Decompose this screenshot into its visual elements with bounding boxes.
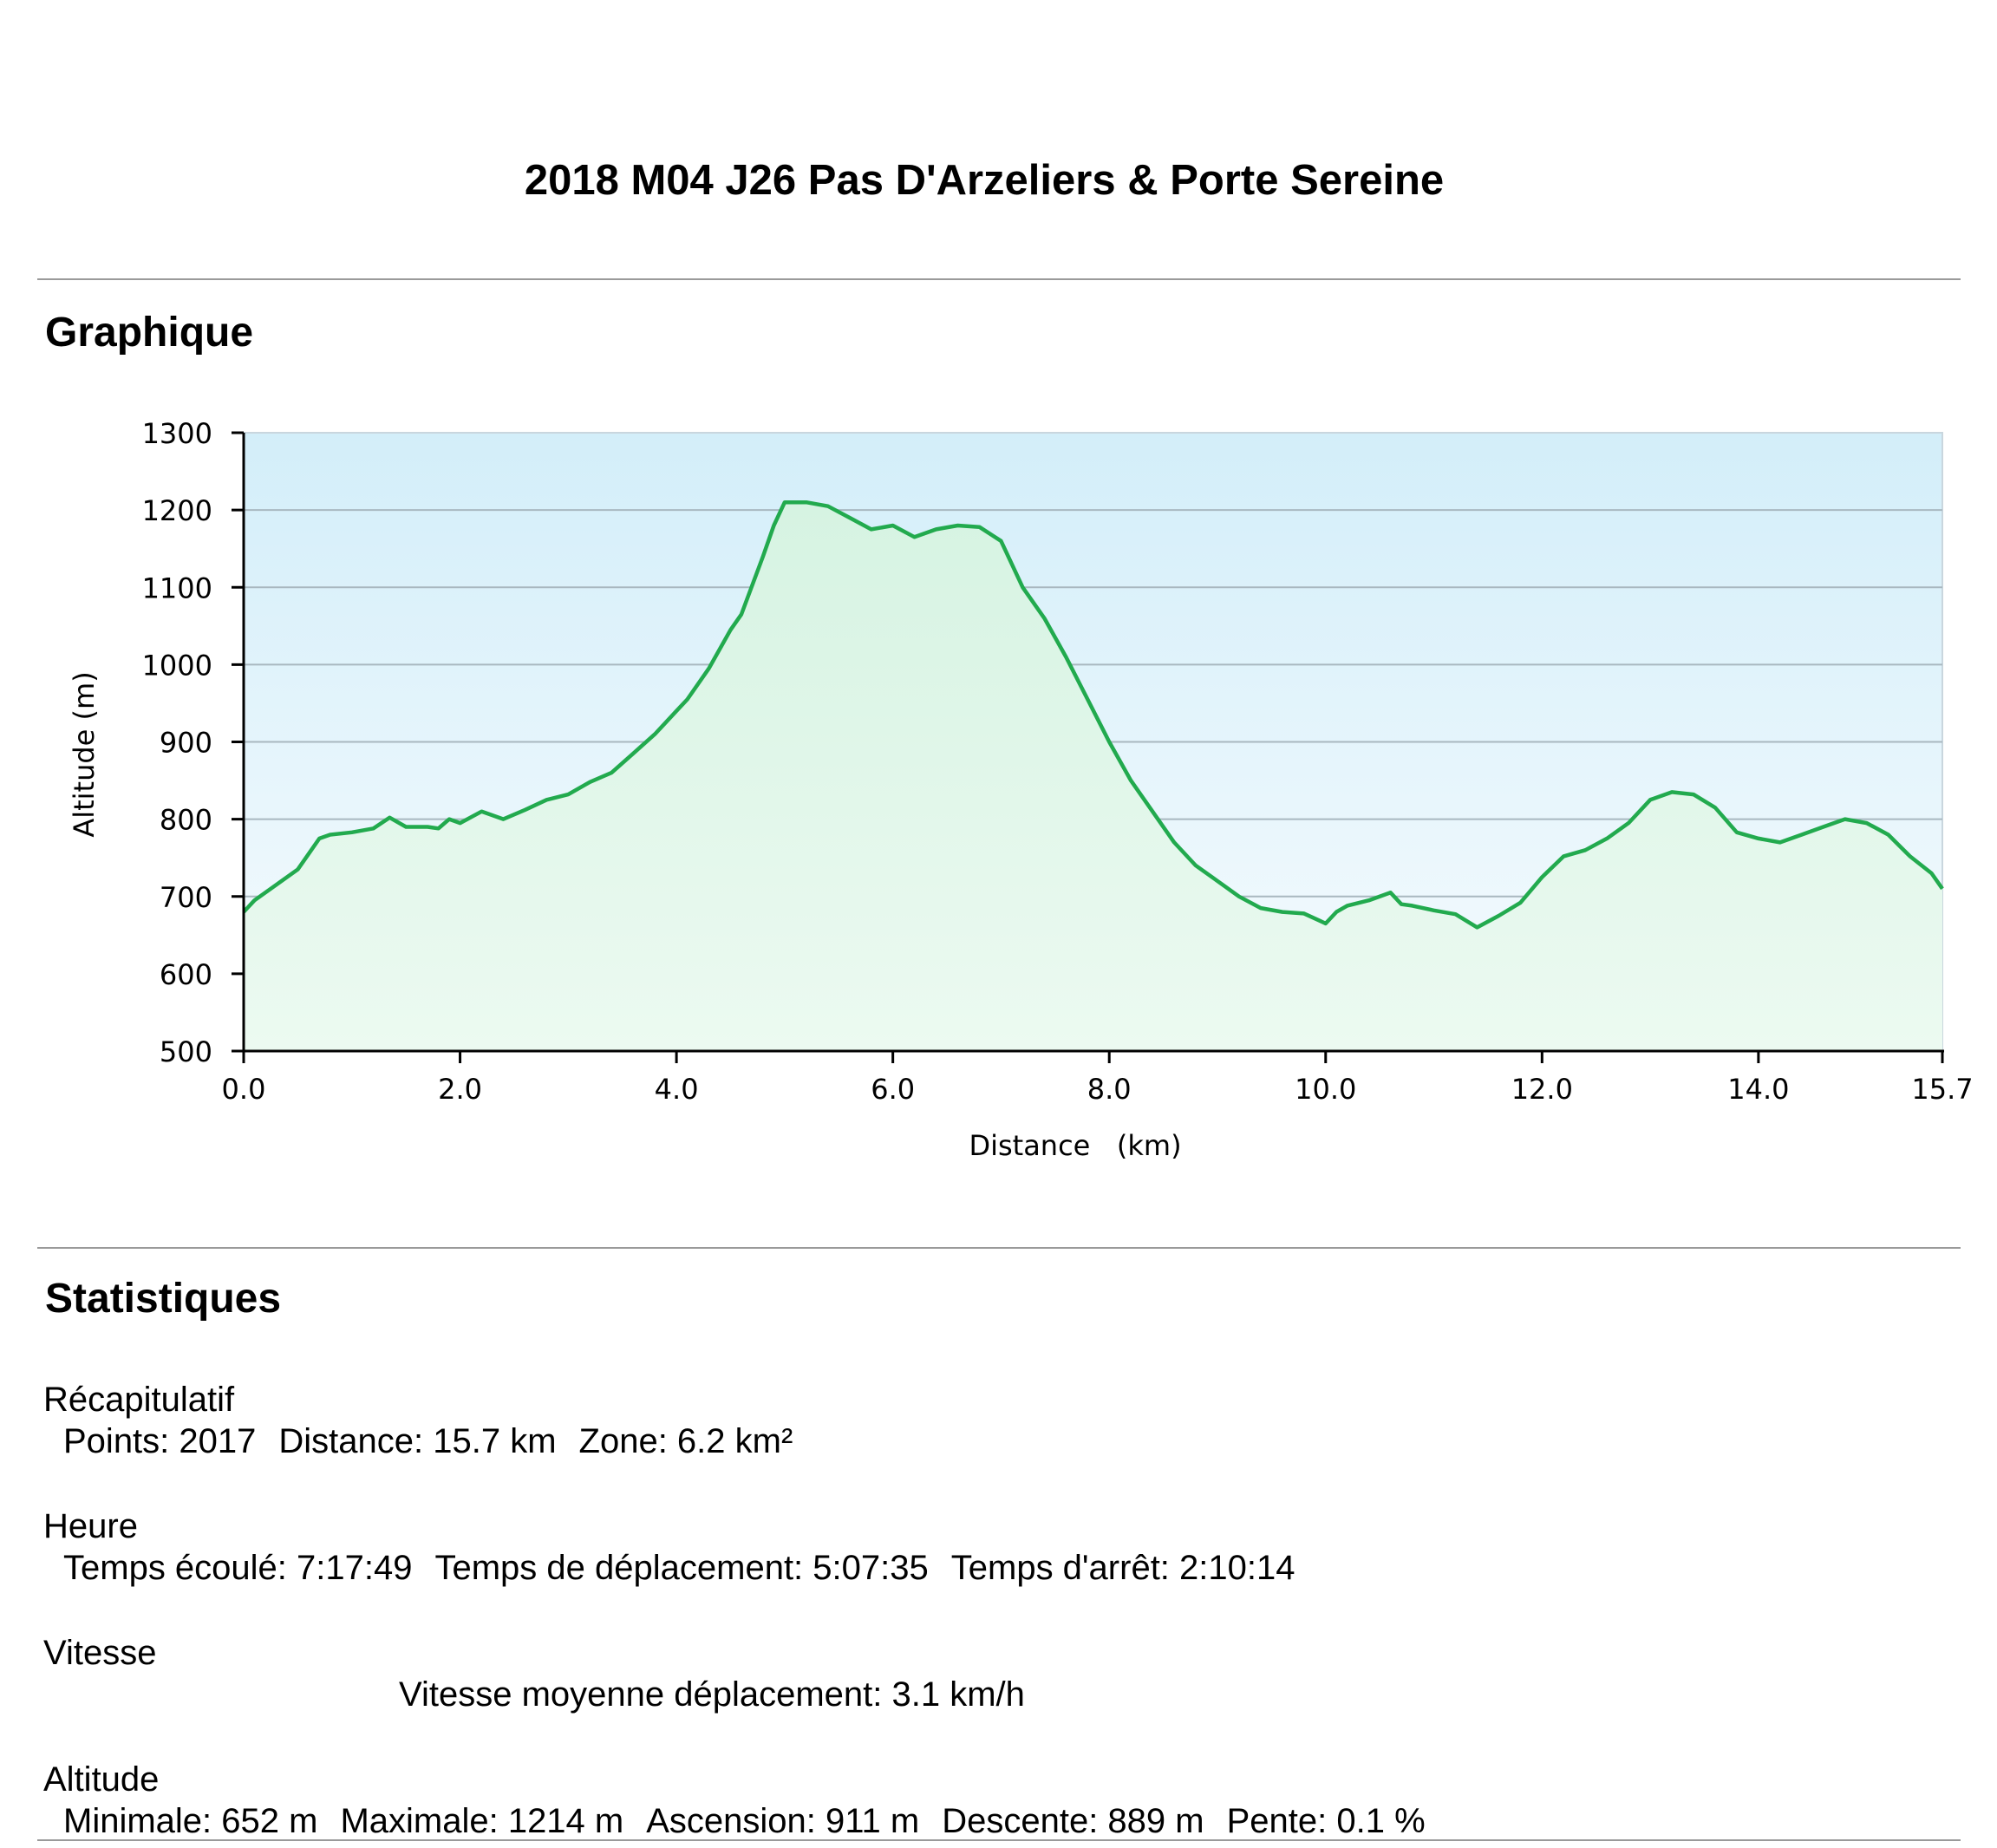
elevation-profile-chart: 500 600 700 800 900 1000 1100 1200 1300 0.0 2.0 4.0… xyxy=(68,417,1974,1162)
y-tick-label: 900 xyxy=(160,727,212,760)
divider xyxy=(37,1247,1961,1249)
y-tick-label: 500 xyxy=(160,1035,212,1068)
x-tick-label: 15.7 xyxy=(1911,1073,1973,1106)
stat-zone: Zone: 6.2 km² xyxy=(578,1422,793,1460)
x-tick-label: 6.0 xyxy=(871,1073,915,1106)
x-axis-label: Distance (km) xyxy=(969,1129,1181,1162)
stat-heading-recap: Récapitulatif xyxy=(43,1381,235,1419)
stat-line-altitude: Minimale: 652 m Maximale: 1214 m Ascension… xyxy=(63,1802,1448,1841)
x-tick-label: 10.0 xyxy=(1295,1073,1356,1106)
stat-alt-max: Maximale: 1214 m xyxy=(340,1802,624,1840)
x-tick-label: 4.0 xyxy=(655,1073,699,1106)
stat-moving: Temps de déplacement: 5:07:35 xyxy=(434,1549,929,1587)
x-tick-label: 2.0 xyxy=(438,1073,482,1106)
elevation-line xyxy=(242,500,1944,930)
elevation-area xyxy=(244,502,1942,1051)
stat-moving-speed: Vitesse moyenne déplacement: 3.1 km/h xyxy=(399,1675,1025,1714)
stats-section-title: Statistiques xyxy=(45,1276,282,1322)
x-tick-label: 0.0 xyxy=(222,1073,266,1106)
y-tick-label: 600 xyxy=(160,958,212,991)
divider xyxy=(37,278,1961,280)
y-tick-label: 1100 xyxy=(142,571,212,604)
stat-points: Points: 2017 xyxy=(63,1422,257,1460)
page-title: 2018 M04 J26 Pas D'Arzeliers & Porte Ser… xyxy=(524,157,1445,204)
y-tick-label: 1300 xyxy=(142,417,212,450)
stat-heading-altitude: Altitude xyxy=(43,1760,160,1799)
stat-descent: Descente: 889 m xyxy=(942,1802,1204,1840)
x-tick-label: 12.0 xyxy=(1511,1073,1573,1106)
stat-line-vitesse: Vitesse moyenne déplacement: 3.1 km/h xyxy=(399,1675,1047,1714)
y-axis-label: Altitude (m) xyxy=(68,671,101,837)
stat-slope: Pente: 0.1 % xyxy=(1226,1802,1426,1840)
y-tick-label: 800 xyxy=(160,804,212,837)
stat-heading-vitesse: Vitesse xyxy=(43,1634,157,1672)
stat-heading-heure: Heure xyxy=(43,1507,138,1545)
divider xyxy=(37,1839,1961,1841)
stat-elapsed: Temps écoulé: 7:17:49 xyxy=(63,1549,413,1587)
stat-alt-min: Minimale: 652 m xyxy=(63,1802,318,1840)
graph-section-title: Graphique xyxy=(45,310,254,356)
y-tick-label: 1000 xyxy=(142,649,212,682)
x-tick-label: 8.0 xyxy=(1087,1073,1132,1106)
y-tick-label: 1200 xyxy=(142,494,212,527)
x-tick-label: 14.0 xyxy=(1727,1073,1789,1106)
stat-line-recap: Points: 2017 Distance: 15.7 km Zone: 6.2 k… xyxy=(63,1422,815,1461)
y-tick-label: 700 xyxy=(160,881,212,914)
stat-stopped: Temps d'arrêt: 2:10:14 xyxy=(950,1549,1295,1587)
stat-line-heure: Temps écoulé: 7:17:49 Temps de déplacemen… xyxy=(63,1549,1318,1588)
stat-ascent: Ascension: 911 m xyxy=(646,1802,920,1840)
stat-distance: Distance: 15.7 km xyxy=(278,1422,557,1460)
